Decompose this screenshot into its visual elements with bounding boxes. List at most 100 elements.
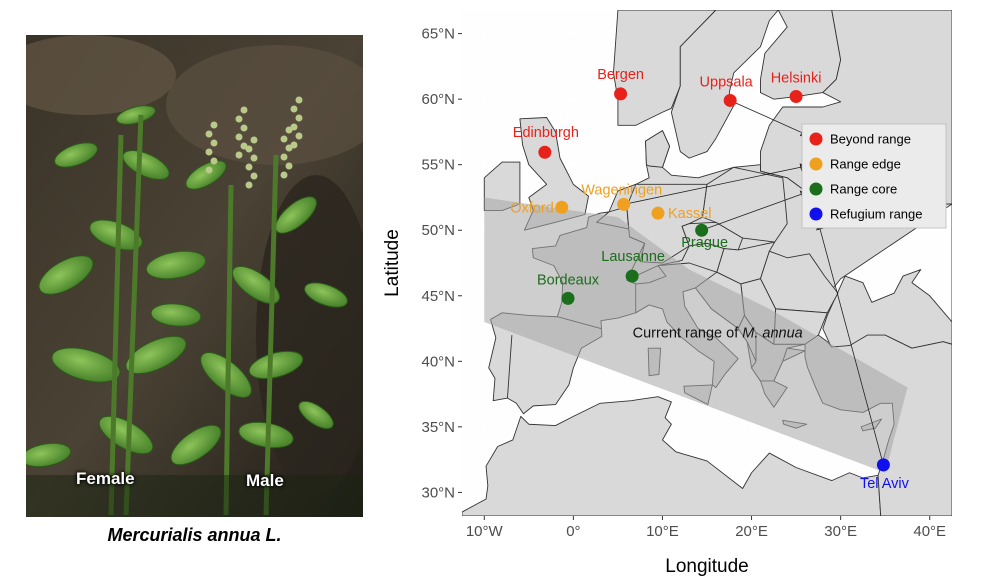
plant-photo: Female Male <box>26 35 363 517</box>
country-region <box>657 242 725 273</box>
x-axis-title: Longitude <box>665 556 748 577</box>
legend-swatch-edge <box>809 157 823 171</box>
legend-swatch-core <box>809 182 823 196</box>
flower-bud <box>280 135 288 143</box>
leaf <box>231 265 281 305</box>
flower-bud <box>295 96 303 104</box>
legend-label-core: Range core <box>830 182 897 197</box>
leaf <box>51 347 121 383</box>
flower-bud <box>235 115 243 123</box>
city-label-prague: Prague <box>681 235 728 251</box>
y-tick-label: 30°N <box>421 484 455 501</box>
flower-bud <box>210 121 218 129</box>
landmass-sweden <box>670 10 779 159</box>
city-label-tel-aviv: Tel Aviv <box>860 476 910 492</box>
flower-bud <box>245 181 253 189</box>
legend-label-refugium: Refugium range <box>830 207 923 222</box>
female-label: Female <box>76 469 135 488</box>
city-label-wageningen: Wageningen <box>581 182 662 198</box>
y-tick-label: 55°N <box>421 157 455 174</box>
x-axis-ticks: 10°W 0° 10°E 20°E 30°E 40°E <box>466 516 946 540</box>
arrow-beyond <box>729 100 809 137</box>
y-tick-label: 35°N <box>421 419 455 436</box>
arrow-core <box>701 190 809 231</box>
city-label-bergen: Bergen <box>597 67 644 83</box>
stem <box>108 134 124 516</box>
landmass-north-africa <box>462 396 882 516</box>
point-edinburgh <box>538 145 552 159</box>
leaf <box>122 149 170 181</box>
legend-swatch-refugium <box>809 207 823 221</box>
flower-bud <box>240 106 248 114</box>
leaf <box>150 303 202 327</box>
flower-bud <box>235 151 243 159</box>
flower-bud <box>240 124 248 132</box>
leaf <box>185 160 227 190</box>
point-prague <box>695 223 709 237</box>
photo-caption: Mercurialis annua L. <box>107 525 282 545</box>
legend-arrows <box>623 100 884 465</box>
point-tel-aviv <box>876 458 890 472</box>
legend: Beyond range Range edge Range core Refugium… <box>801 123 947 229</box>
point-helsinki <box>789 90 803 104</box>
city-label-helsinki: Helsinki <box>771 71 822 87</box>
x-tick-label: 0° <box>566 523 580 540</box>
flower-bud <box>295 114 303 122</box>
flower-bud <box>210 139 218 147</box>
x-tick-label: 20°E <box>735 523 768 540</box>
flower-bud <box>250 136 258 144</box>
point-lausanne <box>625 269 639 283</box>
flower-bud <box>285 162 293 170</box>
arrow-edge <box>623 163 809 205</box>
flower-bud <box>295 132 303 140</box>
point-wageningen <box>617 197 631 211</box>
city-label-edinburgh: Edinburgh <box>513 125 579 141</box>
flower-bud <box>235 133 243 141</box>
flower-bud <box>245 145 253 153</box>
city-label-uppsala: Uppsala <box>700 74 754 90</box>
leaf <box>304 282 348 308</box>
leaf <box>125 335 187 375</box>
flower-bud <box>245 163 253 171</box>
legend-label-beyond: Beyond range <box>830 132 911 147</box>
flower-bud <box>250 172 258 180</box>
y-tick-label: 60°N <box>421 91 455 108</box>
plant-photo-drawing <box>26 35 363 517</box>
legend-box <box>801 123 947 229</box>
legend-swatch-beyond <box>809 132 823 146</box>
leaf <box>38 255 94 295</box>
leaf <box>275 196 317 234</box>
point-oxford <box>555 200 569 214</box>
y-tick-label: 40°N <box>421 353 455 370</box>
border-line <box>506 335 513 399</box>
leaf <box>170 424 222 466</box>
x-tick-label: 10°E <box>646 523 679 540</box>
point-kassel <box>651 206 665 220</box>
x-tick-label: 40°E <box>913 523 946 540</box>
y-tick-label: 65°N <box>421 26 455 43</box>
flower-bud <box>285 126 293 134</box>
leaf <box>26 442 72 468</box>
point-bordeaux <box>561 291 575 305</box>
stem <box>263 154 279 516</box>
flower-bud <box>205 130 213 138</box>
point-uppsala <box>723 93 737 107</box>
stem <box>123 114 144 516</box>
city-label-lausanne: Lausanne <box>601 249 665 265</box>
flower-bud <box>280 153 288 161</box>
leaf <box>298 400 334 430</box>
male-label: Male <box>246 471 284 490</box>
y-axis-title: Latitude <box>382 229 403 297</box>
legend-label-edge: Range edge <box>830 157 901 172</box>
city-label-bordeaux: Bordeaux <box>537 272 600 288</box>
leaf <box>116 105 156 125</box>
flower-bud <box>285 144 293 152</box>
flower-bud <box>250 154 258 162</box>
flower-bud <box>290 105 298 113</box>
x-tick-label: 30°E <box>824 523 857 540</box>
current-range-area <box>484 197 908 473</box>
leaf <box>54 142 98 168</box>
leaf <box>145 250 207 280</box>
arrow-refugium <box>816 221 884 465</box>
flower-bud <box>205 166 213 174</box>
